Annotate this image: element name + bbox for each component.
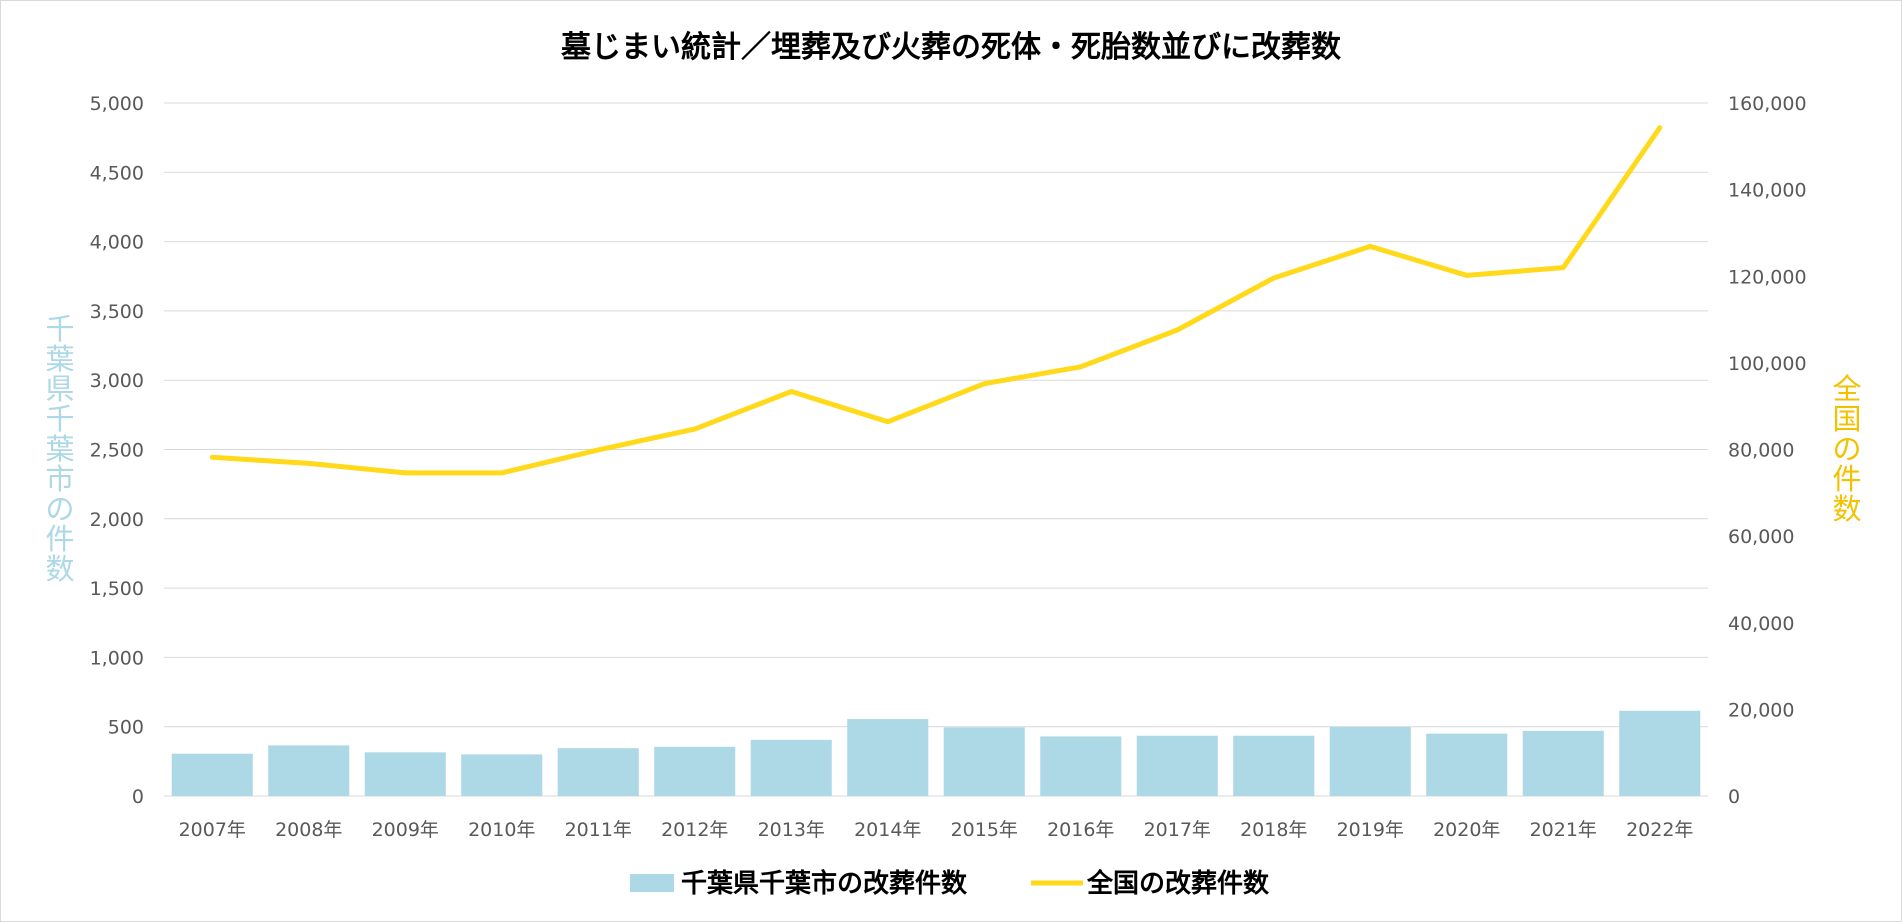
right-axis-label-char: の [1832, 432, 1861, 466]
bar [654, 746, 736, 796]
right-tick-label: 20,000 [1728, 699, 1794, 721]
x-tick-label: 2011年 [565, 819, 632, 841]
x-tick-label: 2010年 [468, 819, 535, 841]
left-axis-label-char: 数 [45, 552, 74, 586]
x-tick-label: 2019年 [1337, 819, 1404, 841]
x-tick-label: 2018年 [1240, 819, 1307, 841]
left-tick-label: 4,500 [90, 162, 144, 184]
right-axis-ticks: 0 20,000 40,000 60,000 80,000 100,000 120,000 1… [1728, 93, 1807, 808]
left-axis-label-char: 千 [45, 402, 74, 436]
right-tick-label: 160,000 [1728, 93, 1807, 115]
left-axis-label-char: 葉 [45, 342, 74, 376]
bar [1040, 736, 1122, 796]
left-tick-label: 5,000 [90, 93, 144, 115]
right-tick-label: 0 [1728, 786, 1740, 808]
left-axis-label-char: 県 [45, 372, 74, 406]
x-tick-label: 2015年 [951, 819, 1018, 841]
left-tick-label: 2,500 [90, 440, 144, 462]
bar [1619, 710, 1701, 796]
left-axis-label-char: 市 [45, 462, 74, 496]
x-tick-label: 2021年 [1530, 819, 1597, 841]
right-tick-label: 120,000 [1728, 266, 1807, 288]
legend-bar-label: 千葉県千葉市の改葬件数 [681, 868, 968, 899]
x-tick-label: 2012年 [661, 819, 728, 841]
bar [171, 753, 253, 796]
bar [1426, 733, 1508, 796]
legend-bar-swatch [630, 874, 674, 892]
bar [364, 752, 446, 796]
chart-title: 墓じまい統計／埋葬及び火葬の死体・死胎数並びに改葬数 [560, 30, 1342, 65]
x-tick-label: 2020年 [1433, 819, 1500, 841]
bar [943, 727, 1025, 796]
x-tick-label: 2017年 [1144, 819, 1211, 841]
gridlines [164, 102, 1708, 797]
right-axis-label-char: 数 [1832, 492, 1861, 526]
right-axis-label-char: 全 [1832, 372, 1861, 406]
left-tick-label: 3,000 [90, 370, 144, 392]
bar [1522, 730, 1604, 796]
x-tick-label: 2007年 [179, 819, 246, 841]
left-axis-label-char: 件 [45, 522, 74, 556]
right-tick-label: 100,000 [1728, 353, 1807, 375]
bar-series [171, 710, 1701, 796]
right-axis-label-char: 国 [1832, 402, 1861, 436]
bar [1233, 735, 1315, 796]
x-tick-label: 2014年 [854, 819, 921, 841]
bar [1136, 735, 1218, 796]
legend: 千葉県千葉市の改葬件数 全国の改葬件数 [630, 868, 1270, 899]
bar [268, 745, 350, 796]
right-tick-label: 40,000 [1728, 613, 1794, 635]
bar [847, 719, 929, 796]
legend-line-label: 全国の改葬件数 [1086, 868, 1270, 899]
bar [1329, 726, 1411, 796]
left-axis-label-char: 葉 [45, 432, 74, 466]
x-axis-ticks: 2007年 2008年 2009年 2010年 2011年 2012年 2013年 2014年… [179, 819, 1694, 841]
x-tick-label: 2013年 [758, 819, 825, 841]
left-axis-label-char: 千 [45, 312, 74, 346]
x-tick-label: 2009年 [372, 819, 439, 841]
left-tick-label: 2,000 [90, 509, 144, 531]
x-tick-label: 2016年 [1047, 819, 1114, 841]
bar [750, 739, 832, 796]
x-tick-label: 2022年 [1626, 819, 1693, 841]
right-tick-label: 60,000 [1728, 526, 1794, 548]
line-series-path [209, 125, 1663, 476]
left-axis-label-char: の [45, 492, 74, 526]
left-tick-label: 3,500 [90, 301, 144, 323]
right-tick-label: 140,000 [1728, 180, 1807, 202]
bar [461, 754, 543, 796]
line-series [209, 125, 1663, 476]
right-tick-label: 80,000 [1728, 440, 1794, 462]
right-axis-label-char: 件 [1832, 462, 1861, 496]
x-tick-label: 2008年 [275, 819, 342, 841]
left-tick-label: 1,500 [90, 578, 144, 600]
left-tick-label: 1,000 [90, 647, 144, 669]
left-tick-label: 4,000 [90, 232, 144, 254]
left-axis-ticks: 0 500 1,000 1,500 2,000 2,500 3,000 3,500 4,000 4… [90, 93, 144, 808]
bar [557, 748, 639, 796]
left-tick-label: 500 [108, 717, 144, 739]
left-tick-label: 0 [132, 786, 144, 808]
